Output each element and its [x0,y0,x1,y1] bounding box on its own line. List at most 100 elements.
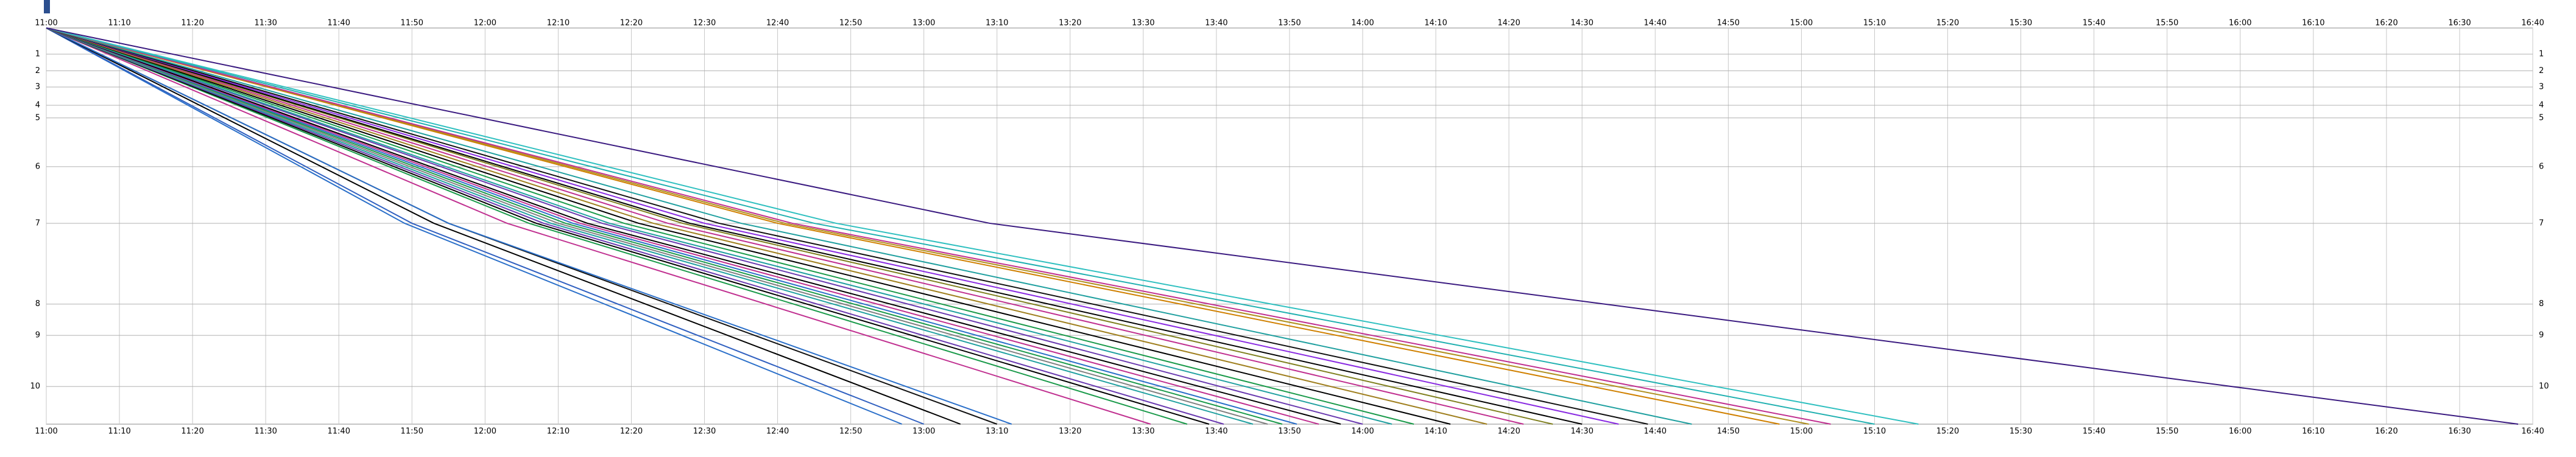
y-tick-label: 3 [2539,82,2544,91]
x-tick-label: 16:10 [2302,19,2324,28]
x-tick-label: 12:40 [766,427,789,436]
x-tick-label: 15:40 [2083,427,2105,436]
train-line [46,27,1692,425]
y-tick-label: 3 [35,82,40,91]
x-tick-label: 12:30 [693,427,716,436]
train-line [46,27,2519,425]
train-line [46,27,1780,425]
y-tick-label: 1 [35,49,40,58]
x-tick-label: 14:00 [1351,427,1374,436]
x-tick-label: 14:50 [1717,19,1740,28]
x-tick-label: 14:30 [1571,427,1593,436]
x-tick-label: 12:00 [474,427,496,436]
train-line [46,27,1619,425]
x-tick-label: 11:30 [254,19,277,28]
train-line [46,27,925,425]
x-tick-label: 13:20 [1059,427,1081,436]
train-line [46,27,1224,425]
train-line [46,27,1151,425]
x-tick-label: 15:50 [2156,427,2178,436]
train-line [46,27,1188,425]
x-tick-label: 11:10 [108,19,130,28]
y-tick-label: 2 [2539,66,2544,75]
x-tick-label: 15:10 [1863,427,1886,436]
train-line [46,27,1268,425]
x-tick-label: 12:40 [766,19,789,28]
x-tick-label: 13:30 [1132,19,1154,28]
train-line [46,27,1648,425]
x-tick-label: 11:10 [108,427,130,436]
x-tick-label: 11:20 [181,19,203,28]
y-tick-label: 10 [30,382,40,391]
x-tick-label: 11:50 [401,19,423,28]
y-tick-label: 8 [35,299,40,309]
train-line [46,27,961,425]
x-tick-label: 11:30 [254,427,277,436]
train-line [46,27,1363,425]
x-tick-label: 13:00 [912,427,935,436]
x-tick-label: 15:30 [2010,427,2032,436]
x-tick-label: 16:40 [2521,19,2544,28]
y-tick-label: 5 [2539,113,2544,122]
x-tick-label: 15:20 [1936,427,1959,436]
y-tick-label: 9 [35,331,40,340]
x-tick-label: 13:00 [912,19,935,28]
y-tick-label: 7 [2539,218,2544,228]
x-tick-label: 12:20 [620,427,643,436]
x-tick-label: 13:50 [1278,427,1300,436]
x-tick-label: 11:50 [401,427,423,436]
corner-marker [44,0,50,13]
x-tick-label: 14:00 [1351,19,1374,28]
y-tick-label: 1 [2539,49,2544,58]
train-line [46,27,1254,425]
x-tick-label: 13:20 [1059,19,1081,28]
x-tick-label: 11:40 [328,19,350,28]
x-tick-label: 12:00 [474,19,496,28]
x-tick-label: 14:50 [1717,427,1740,436]
train-line [46,27,1831,425]
y-tick-label: 9 [2539,331,2544,340]
x-tick-label: 13:40 [1205,19,1227,28]
x-tick-label: 12:10 [547,427,570,436]
train-line [46,27,1919,425]
x-tick-label: 12:20 [620,19,643,28]
x-tick-label: 13:50 [1278,19,1300,28]
train-line [46,27,1297,425]
y-tick-label: 4 [2539,100,2544,110]
train-line [46,27,903,425]
x-tick-label: 15:50 [2156,19,2178,28]
train-line [46,27,1875,425]
y-tick-label: 8 [2539,299,2544,309]
x-tick-label: 14:40 [1644,427,1667,436]
train-line [46,27,1487,425]
x-tick-label: 12:30 [693,19,716,28]
x-tick-label: 16:00 [2229,427,2251,436]
x-tick-label: 16:00 [2229,19,2251,28]
x-tick-label: 14:30 [1571,19,1593,28]
x-tick-label: 15:00 [1790,19,1813,28]
train-line [46,27,1583,425]
x-tick-label: 13:30 [1132,427,1154,436]
y-tick-label: 4 [35,100,40,110]
x-tick-label: 14:20 [1497,427,1520,436]
x-tick-label: 14:20 [1497,19,1520,28]
x-tick-label: 12:10 [547,19,570,28]
train-line [46,27,1553,425]
y-tick-label: 2 [35,66,40,75]
x-tick-label: 11:40 [328,427,350,436]
x-tick-label: 12:50 [839,427,862,436]
x-tick-label: 16:40 [2521,427,2544,436]
x-tick-label: 14:10 [1424,427,1447,436]
x-tick-label: 16:20 [2375,427,2398,436]
train-line [46,27,1451,425]
x-tick-label: 16:30 [2448,427,2471,436]
y-tick-label: 7 [35,218,40,228]
x-tick-label: 16:20 [2375,19,2398,28]
x-tick-label: 15:00 [1790,427,1813,436]
train-line [46,27,1414,425]
train-line [46,27,1809,425]
train-line [46,27,1012,425]
y-tick-label: 6 [35,162,40,171]
x-tick-label: 13:40 [1205,427,1227,436]
